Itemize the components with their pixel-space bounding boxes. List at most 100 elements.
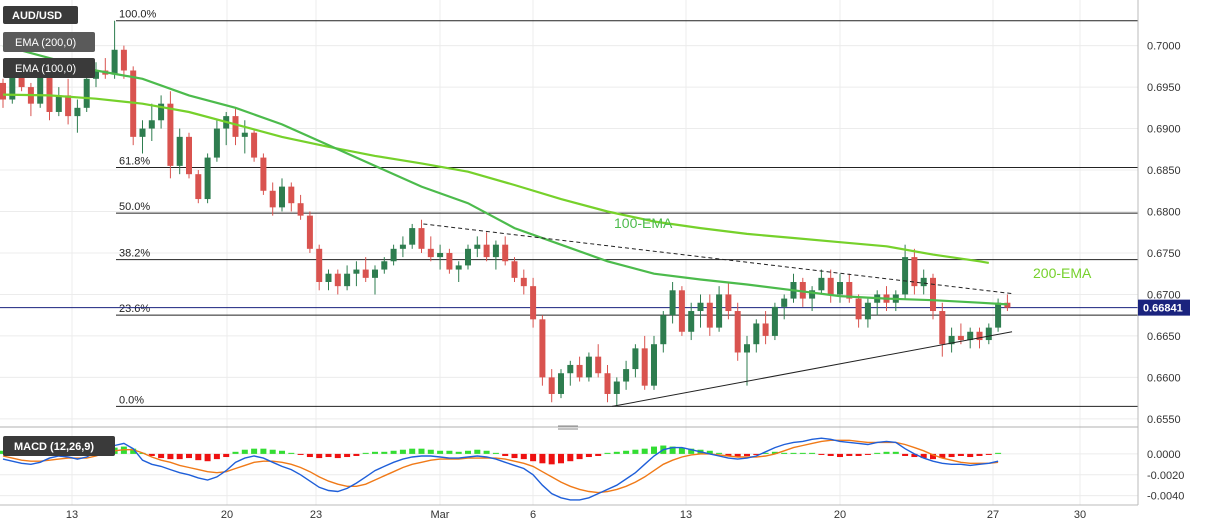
macd-histogram-bar (148, 453, 155, 456)
candle-body (641, 348, 648, 386)
macd-line (2, 437, 999, 501)
macd-histogram-bar (623, 450, 630, 454)
macd-histogram-bar (753, 453, 760, 455)
candle-body (809, 290, 816, 299)
macd-histogram-bar (297, 453, 304, 455)
candle-body (995, 302, 1002, 328)
candle-body (604, 373, 611, 394)
macd-histogram-bar (334, 453, 341, 459)
macd-histogram-bar (325, 453, 332, 458)
macd-histogram-bar (855, 453, 862, 456)
candle-body (753, 323, 760, 345)
candle-body (957, 335, 964, 341)
price-axis: 0.7000 0.6950 0.6900 0.6850 0.6800 0.6750 0.67… (1147, 41, 1181, 426)
macd-title-badge (3, 436, 115, 456)
macd-histogram-bar (632, 449, 639, 454)
candle-body (548, 377, 555, 394)
macd-histogram-bar (716, 452, 723, 454)
macd-histogram-bar (651, 446, 657, 454)
macd-histogram-bar (902, 453, 909, 456)
candle-body (0, 82, 6, 100)
candle-body (511, 261, 518, 278)
candle-body (911, 257, 918, 287)
macd-histogram-bar (455, 451, 462, 454)
macd-histogram-bar (344, 453, 351, 458)
macd-tick-label: 0.0000 (1147, 449, 1181, 461)
candle-body (260, 157, 267, 191)
candlestick-series (0, 20, 1011, 407)
candle-body (362, 269, 369, 278)
candle-body (576, 364, 583, 378)
candle-body (771, 306, 778, 336)
candle-body (818, 277, 825, 291)
candle-body (83, 78, 90, 108)
macd-histogram-bar (920, 453, 927, 459)
macd-histogram-bar (939, 453, 946, 459)
macd-tick-label: -0.0040 (1147, 491, 1184, 503)
macd-histogram-bar (232, 451, 239, 454)
macd-histogram-bar (195, 453, 202, 461)
macd-histogram-bar (725, 453, 732, 456)
macd-histogram-bar (762, 452, 769, 454)
macd-histogram-bar (957, 453, 964, 456)
candle-body (864, 302, 871, 320)
legend-ema-200 (3, 32, 95, 52)
candle-body (288, 186, 295, 204)
macd-histogram-bar (818, 453, 825, 455)
macd-histogram-bar (511, 453, 518, 459)
candle-body (930, 277, 936, 312)
symbol-label: AUD/USD (12, 10, 62, 22)
macd-histogram-bar (604, 452, 611, 454)
macd-histogram-bar (269, 449, 276, 454)
x-tick-label: 23 (310, 509, 322, 521)
candle-body (316, 248, 323, 282)
candle-body (465, 248, 471, 266)
macd-histogram-bar (502, 453, 509, 456)
macd-histogram-bar (158, 453, 165, 459)
candle-body (558, 373, 564, 394)
chart-labels: 100-EMA 200-EMA 0.66841 AUD/USD EMA (200,0) E… (3, 6, 1190, 456)
candle-body (613, 381, 620, 394)
macd-histogram-bar (186, 453, 192, 459)
macd-histogram (0, 445, 1002, 465)
macd-histogram-bar (771, 451, 778, 454)
macd-histogram-bar (930, 453, 936, 460)
candle-body (669, 290, 676, 316)
fib-level-label: 38.2% (119, 248, 150, 260)
macd-histogram-bar (874, 452, 881, 454)
macd-histogram-bar (613, 451, 620, 454)
macd-histogram-bar (558, 453, 564, 464)
candle-body (1004, 302, 1011, 308)
candle-body (492, 244, 499, 258)
candle-body (706, 302, 713, 328)
macd-histogram-bar (790, 452, 797, 454)
candle-body (325, 273, 332, 282)
candle-body (474, 244, 481, 249)
macd-histogram-bar (251, 448, 258, 454)
macd-histogram-bar (316, 453, 323, 459)
ema-lines (2, 44, 1008, 306)
macd-histogram-bar (809, 452, 816, 454)
pane-resize-handle[interactable] (558, 425, 578, 430)
y-tick-label: 0.6950 (1147, 82, 1181, 94)
candle-body (651, 344, 657, 386)
candle-body (139, 128, 146, 137)
candle-body (455, 265, 462, 270)
candle-body (520, 277, 527, 287)
macd-histogram-bar (492, 452, 499, 454)
x-tick-label: 20 (221, 509, 233, 521)
macd-histogram-bar (223, 453, 230, 458)
candle-body (623, 369, 630, 382)
candle-body (762, 323, 769, 336)
x-tick-label: 13 (66, 509, 78, 521)
y-tick-label: 0.6700 (1147, 289, 1181, 301)
candle-body (939, 311, 946, 345)
legend-ema-100 (3, 58, 95, 78)
current-price-tag (1138, 299, 1190, 316)
macd-lines (2, 437, 999, 501)
macd-histogram-bar (678, 447, 685, 454)
macd-histogram-bar (437, 450, 444, 454)
candle-body (269, 190, 276, 208)
trendlines (423, 223, 1013, 407)
legend-ema-200-label: EMA (200,0) (15, 37, 76, 49)
